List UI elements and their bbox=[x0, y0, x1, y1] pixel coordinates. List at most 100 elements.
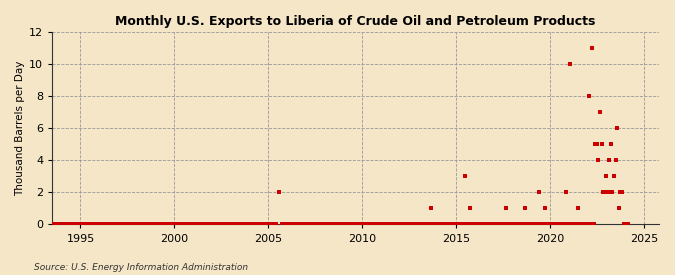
Point bbox=[200, 222, 211, 227]
Point bbox=[327, 222, 338, 227]
Point bbox=[50, 222, 61, 227]
Point bbox=[364, 222, 375, 227]
Point bbox=[368, 222, 379, 227]
Point bbox=[267, 222, 278, 227]
Point bbox=[202, 222, 213, 227]
Point bbox=[75, 222, 86, 227]
Point bbox=[451, 222, 462, 227]
Point bbox=[256, 222, 267, 227]
Point bbox=[161, 222, 172, 227]
Point bbox=[408, 222, 419, 227]
Point bbox=[105, 222, 115, 227]
Point bbox=[146, 222, 157, 227]
Point bbox=[53, 222, 64, 227]
Point bbox=[574, 222, 585, 227]
Point bbox=[570, 222, 580, 227]
Point bbox=[355, 222, 366, 227]
Point bbox=[595, 110, 605, 114]
Point bbox=[609, 174, 620, 178]
Point bbox=[61, 222, 72, 227]
Point bbox=[383, 222, 394, 227]
Point bbox=[529, 222, 540, 227]
Point bbox=[593, 158, 603, 163]
Point bbox=[171, 222, 182, 227]
Point bbox=[474, 222, 485, 227]
Point bbox=[72, 222, 83, 227]
Point bbox=[566, 222, 577, 227]
Point bbox=[354, 222, 364, 227]
Point bbox=[44, 222, 55, 227]
Point bbox=[163, 222, 173, 227]
Point bbox=[229, 222, 240, 227]
Point bbox=[388, 222, 399, 227]
Point bbox=[477, 222, 488, 227]
Point bbox=[236, 222, 247, 227]
Point bbox=[208, 222, 219, 227]
Point bbox=[279, 222, 290, 227]
Point bbox=[577, 222, 588, 227]
Point bbox=[405, 222, 416, 227]
Point bbox=[518, 222, 529, 227]
Point bbox=[302, 222, 313, 227]
Point bbox=[349, 222, 360, 227]
Point bbox=[560, 190, 571, 195]
Point bbox=[333, 222, 344, 227]
Point bbox=[158, 222, 169, 227]
Point bbox=[457, 222, 468, 227]
Point bbox=[396, 222, 406, 227]
Point bbox=[452, 222, 463, 227]
Point bbox=[291, 222, 302, 227]
Point bbox=[540, 206, 551, 211]
Point bbox=[416, 222, 427, 227]
Point bbox=[122, 222, 133, 227]
Point bbox=[211, 222, 222, 227]
Point bbox=[623, 222, 634, 227]
Point bbox=[444, 222, 455, 227]
Point bbox=[230, 222, 241, 227]
Point bbox=[616, 190, 627, 195]
Point bbox=[182, 222, 192, 227]
Point bbox=[485, 222, 496, 227]
Point bbox=[379, 222, 389, 227]
Point bbox=[502, 222, 513, 227]
Point bbox=[338, 222, 349, 227]
Point bbox=[464, 206, 475, 211]
Point bbox=[496, 222, 507, 227]
Point bbox=[189, 222, 200, 227]
Point bbox=[489, 222, 500, 227]
Point bbox=[504, 222, 514, 227]
Point bbox=[292, 222, 303, 227]
Point bbox=[111, 222, 122, 227]
Point bbox=[63, 222, 74, 227]
Point bbox=[43, 222, 53, 227]
Point bbox=[497, 222, 508, 227]
Point bbox=[274, 190, 285, 195]
Point bbox=[539, 222, 549, 227]
Point bbox=[128, 222, 139, 227]
Point bbox=[169, 222, 180, 227]
Point bbox=[224, 222, 235, 227]
Point bbox=[114, 222, 125, 227]
Point bbox=[572, 206, 583, 211]
Point bbox=[463, 222, 474, 227]
Point bbox=[462, 222, 472, 227]
Point bbox=[412, 222, 423, 227]
Point bbox=[559, 222, 570, 227]
Point bbox=[188, 222, 198, 227]
Point bbox=[596, 142, 607, 147]
Point bbox=[614, 206, 624, 211]
Point bbox=[591, 142, 602, 147]
Point bbox=[45, 222, 56, 227]
Point bbox=[433, 222, 444, 227]
Point bbox=[139, 222, 150, 227]
Point bbox=[183, 222, 194, 227]
Point bbox=[571, 222, 582, 227]
Point bbox=[198, 222, 209, 227]
Point bbox=[373, 222, 383, 227]
Point bbox=[421, 222, 432, 227]
Point bbox=[556, 222, 566, 227]
Point bbox=[290, 222, 300, 227]
Point bbox=[242, 222, 253, 227]
Point bbox=[319, 222, 330, 227]
Point bbox=[136, 222, 147, 227]
